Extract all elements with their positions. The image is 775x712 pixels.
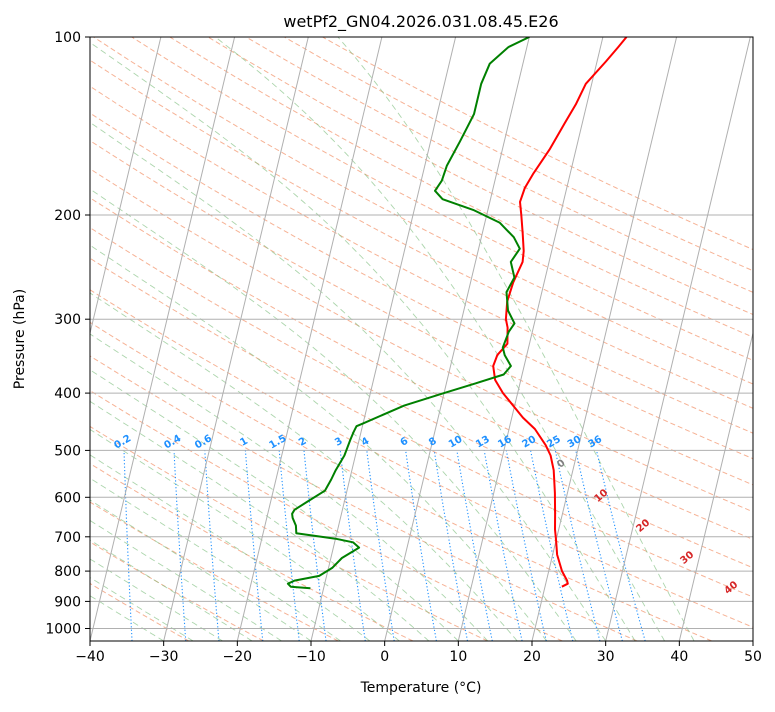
y-tick-label: 700 (54, 530, 81, 546)
x-tick-label: 0 (380, 649, 389, 665)
x-tick-label: −40 (75, 649, 105, 665)
y-tick-label: 1000 (45, 622, 81, 638)
x-tick-label: −10 (296, 649, 326, 665)
x-tick-label: 50 (744, 649, 762, 665)
x-tick-label: −30 (149, 649, 179, 665)
x-tick-label: 20 (523, 649, 541, 665)
y-tick-label: 900 (54, 594, 81, 610)
y-axis-label: Pressure (hPa) (12, 289, 28, 389)
x-axis-label: Temperature (°C) (360, 680, 482, 696)
x-tick-label: 10 (449, 649, 467, 665)
y-tick-label: 200 (54, 208, 81, 224)
chart-title: wetPf2_GN04.2026.031.08.45.E26 (283, 12, 558, 32)
y-tick-label: 500 (54, 443, 81, 459)
y-tick-label: 600 (54, 490, 81, 506)
y-tick-label: 300 (54, 312, 81, 328)
x-tick-label: −20 (223, 649, 253, 665)
y-tick-label: 800 (54, 564, 81, 580)
x-tick-label: 30 (597, 649, 615, 665)
x-tick-label: 40 (670, 649, 688, 665)
y-tick-label: 400 (54, 386, 81, 402)
y-tick-label: 100 (54, 30, 81, 46)
